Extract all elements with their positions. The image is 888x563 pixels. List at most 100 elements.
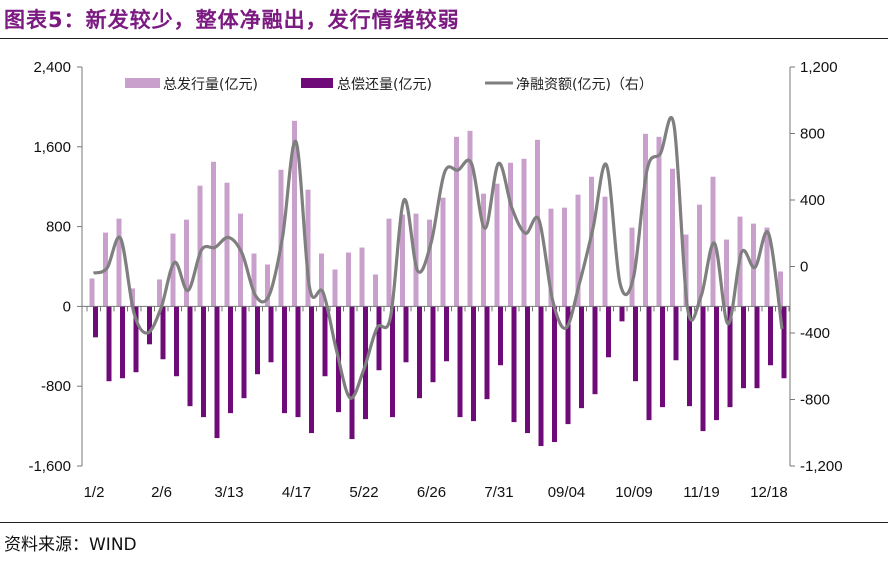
- right-tick-label: -800: [800, 392, 830, 409]
- bar-issuance: [575, 194, 581, 307]
- legend-label-redemption: 总偿还量(亿元): [337, 77, 432, 93]
- bar-issuance: [656, 136, 662, 307]
- x-tick-label: 11/19: [683, 484, 719, 501]
- bar-redemption: [592, 306, 598, 395]
- bar-redemption: [768, 306, 773, 366]
- bar-issuance: [197, 185, 203, 307]
- bar-issuance: [346, 252, 351, 307]
- bar-issuance: [562, 207, 567, 307]
- bar-redemption: [228, 306, 233, 414]
- bar-issuance: [643, 133, 648, 307]
- bar-redemption: [295, 306, 301, 418]
- legend-swatch-issuance: [125, 78, 160, 88]
- bar-issuance: [89, 278, 95, 307]
- left-tick-label: 1,600: [33, 139, 71, 156]
- x-tick-label: 4/17: [282, 484, 311, 501]
- bar-redemption: [552, 306, 557, 443]
- bar-redemption: [417, 306, 422, 399]
- bar-issuance: [157, 279, 162, 307]
- bar-redemption: [93, 306, 98, 338]
- bar-redemption: [700, 306, 706, 432]
- bar-issuance: [116, 218, 122, 307]
- bar-redemption: [471, 306, 476, 422]
- bar-issuance: [184, 219, 189, 307]
- bar-redemption: [444, 306, 449, 362]
- chart-title: 图表5：新发较少，整体净融出，发行情绪较弱: [4, 8, 460, 32]
- bar-redemption: [120, 306, 125, 379]
- bar-redemption: [241, 306, 247, 399]
- bar-redemption: [430, 306, 436, 383]
- bar-issuance: [724, 239, 729, 307]
- bar-issuance: [454, 136, 459, 307]
- bar-redemption: [511, 306, 517, 423]
- footer-divider: [0, 522, 888, 523]
- bar-issuance: [467, 130, 473, 307]
- bar-issuance: [670, 168, 675, 307]
- x-tick-label: 3/13: [214, 484, 243, 501]
- bar-issuance: [602, 196, 608, 307]
- x-tick-label: 1/2: [84, 484, 105, 501]
- bar-redemption: [174, 306, 179, 377]
- bar-redemption: [160, 306, 166, 360]
- line-net-financing: [92, 115, 784, 400]
- x-tick-label: 10/09: [615, 484, 653, 501]
- bar-redemption: [309, 306, 314, 434]
- left-tick-label: 800: [46, 219, 71, 236]
- bar-redemption: [646, 306, 652, 421]
- right-tick-label: 0: [800, 259, 808, 276]
- bar-issuance: [251, 253, 257, 307]
- legend: 总发行量(亿元) 总偿还量(亿元) 净融资额(亿元)（右）: [125, 77, 653, 93]
- bar-redemption: [660, 306, 665, 408]
- x-tick-label: 2/6: [151, 484, 172, 501]
- bar-redemption: [106, 306, 112, 382]
- bar-issuance: [292, 120, 297, 307]
- bar-redemption: [714, 306, 719, 421]
- bar-issuance: [548, 208, 554, 307]
- bar-issuance: [170, 233, 176, 307]
- axes-layer: -1,600 -800 0 800 1,600 2,400 -1,200 -800 -400 0 4…: [28, 59, 842, 501]
- left-tick-label: -1,600: [28, 458, 71, 475]
- bar-issuance: [359, 247, 365, 307]
- x-tick-label: 6/26: [417, 484, 446, 501]
- right-tick-label: 1,200: [800, 59, 838, 76]
- bar-redemption: [457, 306, 463, 418]
- bar-issuance: [332, 269, 338, 307]
- bar-issuance: [305, 189, 311, 307]
- bar-issuance: [319, 253, 324, 307]
- left-tick-label: 0: [63, 298, 71, 315]
- bar-redemption: [579, 306, 584, 409]
- bar-redemption: [754, 306, 760, 389]
- bar-redemption: [201, 306, 206, 418]
- bar-redemption: [282, 306, 287, 414]
- legend-swatch-redemption: [301, 78, 333, 88]
- bar-issuance: [211, 161, 216, 307]
- bar-redemption: [687, 306, 692, 407]
- bar-issuance: [778, 271, 783, 307]
- bar-redemption: [403, 306, 409, 363]
- bar-issuance: [535, 139, 540, 307]
- x-tick-label: 7/31: [484, 484, 513, 501]
- bar-redemption: [781, 306, 787, 379]
- bar-issuance: [400, 214, 405, 307]
- bar-redemption: [727, 306, 733, 408]
- bar-redemption: [498, 306, 503, 366]
- left-tick-label: -800: [41, 378, 71, 395]
- title-divider: [0, 38, 888, 39]
- bar-issuance: [697, 204, 702, 307]
- x-tick-label: 5/22: [349, 484, 378, 501]
- bar-redemption: [673, 306, 679, 361]
- x-tick-label: 12/18: [750, 484, 788, 501]
- right-tick-label: -1,200: [800, 458, 843, 475]
- bar-redemption: [268, 306, 274, 363]
- bar-issuance: [683, 234, 689, 307]
- bar-redemption: [214, 306, 220, 439]
- bar-issuance: [481, 193, 486, 307]
- bar-redemption: [619, 306, 625, 322]
- bar-issuance: [440, 197, 446, 307]
- bar-redemption: [390, 306, 395, 418]
- line-layer: [92, 115, 784, 400]
- bar-redemption: [349, 306, 355, 440]
- left-tick-label: 2,400: [33, 59, 71, 76]
- right-tick-label: -400: [800, 325, 830, 342]
